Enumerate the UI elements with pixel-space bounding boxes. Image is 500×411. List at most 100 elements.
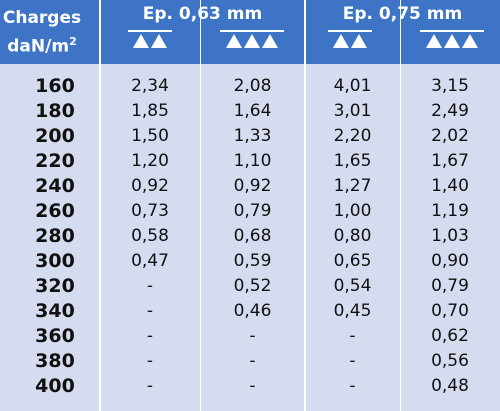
span-value: 0,45	[333, 301, 372, 321]
span-value: 2,02	[431, 126, 469, 146]
span-value: 1,67	[431, 151, 469, 171]
span-value: 1,10	[233, 151, 272, 171]
span-value: -	[146, 326, 154, 346]
table-row: 320 - 0,52 0,54 0,79	[0, 274, 500, 299]
span-value: 0,92	[233, 176, 272, 196]
double-support-triangles-icon	[128, 34, 172, 48]
span-value: 0,54	[333, 276, 372, 296]
column-divider	[99, 0, 101, 411]
span-value: 1,64	[233, 101, 272, 121]
charges-column-header: Charges daN/m2	[0, 6, 84, 59]
charge-value: 240	[35, 175, 75, 197]
span-value: 0,59	[233, 251, 272, 271]
charge-value: 300	[35, 250, 75, 272]
table-row: 300 0,47 0,59 0,65 0,90	[0, 249, 500, 274]
triple-support-triangles-icon	[420, 34, 484, 48]
table-row: 380 - - - 0,56	[0, 349, 500, 374]
span-value: 2,08	[233, 76, 272, 96]
span-value: 0,68	[233, 226, 272, 246]
table-row: 240 0,92 0,92 1,27 1,40	[0, 174, 500, 199]
span-value: -	[349, 376, 356, 396]
span-value: 0,48	[431, 376, 469, 396]
span-value: 0,47	[131, 251, 169, 271]
span-value: 0,62	[431, 326, 469, 346]
span-value: -	[146, 276, 154, 296]
table-row: 280 0,58 0,68 0,80 1,03	[0, 224, 500, 249]
span-value: 1,33	[233, 126, 272, 146]
span-value: 2,49	[431, 101, 469, 121]
span-value: 1,20	[131, 151, 169, 171]
span-value: 0,58	[131, 226, 169, 246]
span-value: 3,15	[431, 76, 469, 96]
span-value: 0,56	[431, 351, 469, 371]
span-value: 0,90	[431, 251, 469, 271]
column-divider	[304, 0, 306, 411]
charge-value: 400	[35, 375, 75, 397]
unit-text: daN/m	[7, 36, 70, 57]
span-value: 1,40	[431, 176, 469, 196]
span-value: -	[349, 351, 356, 371]
span-value: 0,92	[131, 176, 169, 196]
table-row: 260 0,73 0,79 1,00 1,19	[0, 199, 500, 224]
span-value: 1,03	[431, 226, 469, 246]
triple-support-triangles-icon	[220, 34, 284, 48]
span-value: 0,65	[333, 251, 372, 271]
span-value: 1,27	[333, 176, 372, 196]
span-value: 0,73	[131, 201, 169, 221]
support-bar	[328, 30, 372, 32]
span-value: 1,00	[333, 201, 372, 221]
charge-value: 260	[35, 200, 75, 222]
span-value: -	[146, 376, 154, 396]
table-row: 220 1,20 1,10 1,65 1,67	[0, 149, 500, 174]
table-row: 200 1,50 1,33 2,20 2,02	[0, 124, 500, 149]
span-value: 0,52	[233, 276, 272, 296]
column-divider	[200, 0, 201, 411]
span-value: 2,34	[131, 76, 169, 96]
span-value: 1,85	[131, 101, 169, 121]
table-row: 340 - 0,46 0,45 0,70	[0, 299, 500, 324]
span-value: 0,46	[233, 301, 272, 321]
support-bar	[420, 30, 484, 32]
table-row: 160 2,34 2,08 4,01 3,15	[0, 74, 500, 99]
unit-label: daN/m2	[0, 30, 84, 59]
span-value: 0,79	[431, 276, 469, 296]
charge-value: 380	[35, 350, 75, 372]
span-value: 0,79	[233, 201, 272, 221]
charge-value: 360	[35, 325, 75, 347]
charge-value: 180	[35, 100, 75, 122]
column-divider	[400, 0, 401, 411]
charge-value: 220	[35, 150, 75, 172]
span-value: 2,20	[333, 126, 372, 146]
support-bar	[128, 30, 172, 32]
double-support-triangles-icon	[328, 34, 372, 48]
table-body: 160 2,34 2,08 4,01 3,15 180 1,85 1,64 3,01 2,49 20…	[0, 74, 500, 399]
span-value: 0,80	[333, 226, 372, 246]
span-value: 4,01	[333, 76, 372, 96]
table-header: Charges daN/m2 Ep. 0,63 mm Ep. 0,75 mm	[0, 0, 500, 64]
span-value: 3,01	[333, 101, 372, 121]
table-row: 360 - - - 0,62	[0, 324, 500, 349]
span-value: -	[249, 326, 256, 346]
span-value: 1,65	[333, 151, 372, 171]
charge-value: 160	[35, 75, 75, 97]
charges-label: Charges	[2, 8, 82, 28]
span-value: -	[146, 301, 154, 321]
table-row: 180 1,85 1,64 3,01 2,49	[0, 99, 500, 124]
span-value: 1,50	[131, 126, 169, 146]
unit-exponent: 2	[69, 35, 77, 48]
table-row: 400 - - - 0,48	[0, 374, 500, 399]
span-value: -	[349, 326, 356, 346]
charge-value: 320	[35, 275, 75, 297]
span-value: 1,19	[431, 201, 469, 221]
span-value: -	[249, 376, 256, 396]
group-header-075: Ep. 0,75 mm	[342, 4, 463, 24]
group-header-063: Ep. 0,63 mm	[142, 4, 263, 24]
charge-value: 340	[35, 300, 75, 322]
support-bar	[220, 30, 284, 32]
span-value: 0,70	[431, 301, 469, 321]
span-value: -	[146, 351, 154, 371]
charge-value: 200	[35, 125, 75, 147]
span-value: -	[249, 351, 256, 371]
charge-value: 280	[35, 225, 75, 247]
